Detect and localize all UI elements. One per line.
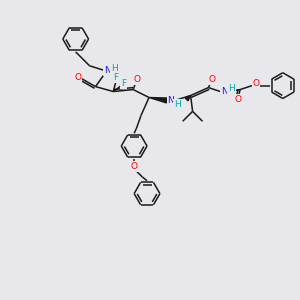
Text: H: H bbox=[111, 64, 118, 73]
Text: N: N bbox=[167, 96, 174, 105]
Text: N: N bbox=[221, 87, 228, 96]
Polygon shape bbox=[149, 98, 167, 103]
Text: O: O bbox=[235, 95, 242, 104]
Text: O: O bbox=[134, 75, 141, 84]
Text: O: O bbox=[130, 162, 138, 171]
Text: N: N bbox=[104, 66, 111, 75]
Text: H: H bbox=[228, 84, 235, 93]
Polygon shape bbox=[185, 95, 190, 101]
Text: O: O bbox=[253, 79, 260, 88]
Text: O: O bbox=[209, 75, 216, 84]
Text: O: O bbox=[74, 73, 81, 82]
Text: H: H bbox=[174, 100, 181, 109]
Text: F: F bbox=[121, 79, 126, 88]
Text: F: F bbox=[113, 73, 118, 82]
